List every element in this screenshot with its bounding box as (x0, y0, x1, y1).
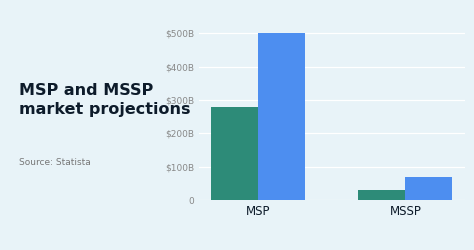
Bar (211, 107, 258, 200)
Bar (405, 177, 453, 200)
Bar (258, 33, 305, 200)
Text: MSP and MSSP
market projections: MSP and MSSP market projections (19, 83, 191, 117)
Bar (358, 190, 405, 200)
Text: Source: Statista: Source: Statista (19, 158, 91, 167)
